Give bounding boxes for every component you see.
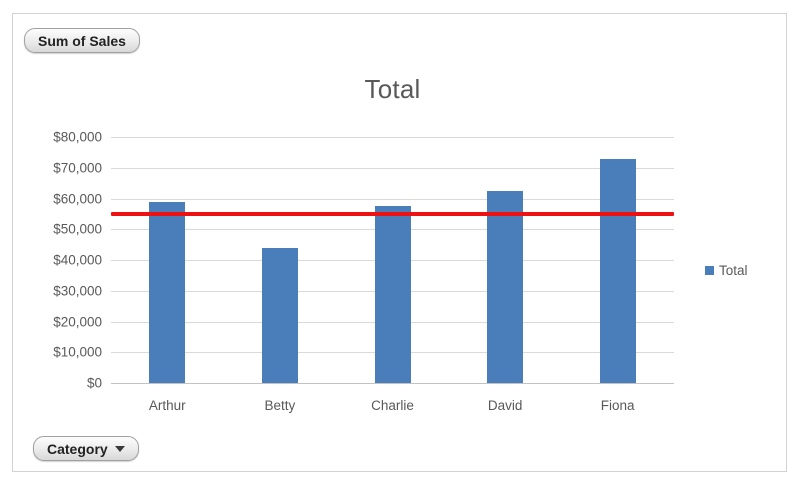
axis-field-label: Category: [47, 440, 108, 457]
bar-fiona[interactable]: [599, 158, 636, 383]
x-tick-label: David: [487, 398, 523, 413]
x-axis-labels: Arthur Betty Charlie David Fiona: [111, 398, 674, 418]
x-tick-label: Betty: [264, 398, 296, 413]
y-axis-labels: $80,000 $70,000 $60,000 $50,000 $40,000 $30,0…: [30, 130, 102, 391]
y-tick-label: $60,000: [53, 191, 102, 206]
bar-betty[interactable]: [261, 247, 298, 383]
value-field-label: Sum of Sales: [38, 32, 126, 49]
y-tick-label: $40,000: [53, 252, 102, 268]
legend-swatch-icon: [705, 266, 714, 275]
plot-area: [111, 137, 674, 384]
gridline: [111, 167, 674, 169]
legend[interactable]: Total: [705, 263, 748, 278]
y-tick-label: $10,000: [53, 344, 102, 360]
gridline: [111, 198, 674, 200]
y-tick-label: $20,000: [53, 314, 102, 329]
bar-charlie[interactable]: [374, 206, 411, 383]
y-tick-label: $50,000: [53, 221, 102, 237]
bar-david[interactable]: [487, 190, 524, 383]
y-tick-label: $30,000: [53, 283, 102, 299]
bar-arthur[interactable]: [149, 201, 186, 383]
gridline: [111, 137, 674, 138]
value-field-button[interactable]: Sum of Sales: [24, 28, 140, 53]
target-line[interactable]: [111, 211, 674, 216]
x-tick-label: Charlie: [371, 398, 414, 413]
dropdown-arrow-icon: [114, 446, 125, 452]
axis-field-button[interactable]: Category: [33, 436, 139, 461]
x-tick-label: Arthur: [148, 398, 186, 413]
x-tick-label: Fiona: [600, 398, 635, 413]
x-axis-line: [111, 383, 674, 384]
y-tick-label: $80,000: [53, 129, 102, 145]
y-tick-label: $70,000: [53, 160, 102, 176]
chart-title[interactable]: Total: [364, 74, 421, 104]
y-tick-label: $0: [86, 375, 102, 391]
legend-label: Total: [719, 263, 748, 278]
